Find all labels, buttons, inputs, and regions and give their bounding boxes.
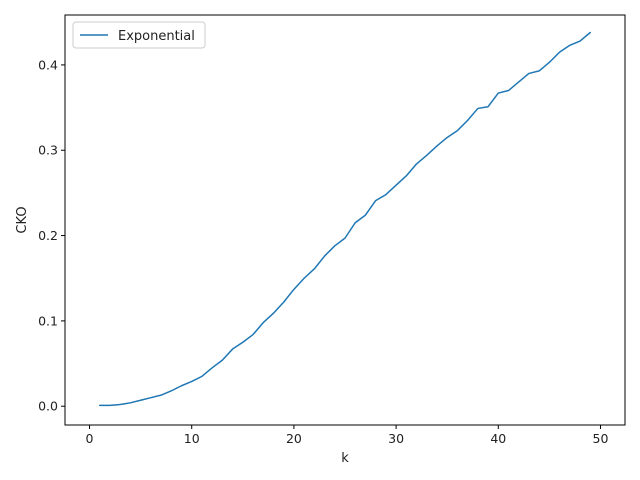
- data-point: [242, 341, 244, 343]
- data-point: [477, 108, 479, 110]
- data-point: [436, 145, 438, 147]
- plot-frame: [64, 14, 626, 426]
- data-point: [314, 268, 316, 270]
- data-point: [99, 405, 101, 407]
- data-point: [467, 120, 469, 122]
- y-tick-label: 0.2: [38, 228, 58, 243]
- data-point: [170, 390, 172, 392]
- data-point: [283, 301, 285, 303]
- data-point: [273, 312, 275, 314]
- y-tick-label: 0.1: [38, 313, 58, 328]
- data-point: [416, 163, 418, 165]
- series-line-exponential: [98, 31, 592, 407]
- data-point: [324, 255, 326, 257]
- data-point: [487, 106, 489, 108]
- tick-layer: 0 10 20 30 40 50 0.0 0.1 0.2 0.3 0.4: [38, 57, 608, 446]
- data-point: [119, 404, 121, 406]
- legend-box: [72, 21, 206, 49]
- data-point: [262, 322, 264, 324]
- data-point: [303, 277, 305, 279]
- data-point: [518, 81, 520, 83]
- y-tick-label: 0.4: [38, 57, 58, 72]
- data-point: [497, 92, 499, 94]
- data-point: [446, 137, 448, 139]
- data-point: [426, 155, 428, 157]
- data-point: [191, 381, 193, 383]
- data-point: [140, 399, 142, 401]
- x-axis-label: k: [341, 451, 349, 466]
- data-point: [160, 394, 162, 396]
- x-tick-label: 30: [388, 431, 404, 446]
- data-point: [130, 402, 132, 404]
- legend-label-exponential: Exponential: [118, 29, 195, 44]
- data-point: [211, 367, 213, 369]
- data-point: [538, 70, 540, 72]
- data-point: [293, 289, 295, 291]
- data-point: [395, 184, 397, 186]
- data-point: [354, 222, 356, 224]
- data-point: [150, 397, 152, 399]
- data-point: [201, 376, 203, 378]
- data-point: [385, 194, 387, 196]
- data-point: [109, 405, 111, 407]
- data-point: [232, 348, 234, 350]
- data-point: [344, 237, 346, 239]
- x-tick-label: 50: [593, 431, 609, 446]
- data-point: [579, 40, 581, 42]
- y-tick-label: 0.0: [38, 399, 58, 414]
- legend: Exponential: [72, 21, 206, 49]
- x-tick-label: 40: [490, 431, 506, 446]
- data-point: [559, 51, 561, 53]
- x-tick-label: 20: [286, 431, 302, 446]
- data-point: [549, 62, 551, 64]
- x-tick-label: 10: [184, 431, 200, 446]
- data-point: [457, 130, 459, 132]
- data-point: [569, 44, 571, 46]
- data-point: [222, 359, 224, 361]
- data-point: [334, 245, 336, 247]
- y-axis-label: CKO: [15, 206, 30, 233]
- x-tick-label: 0: [86, 431, 94, 446]
- data-point: [589, 32, 591, 34]
- plot-background: [65, 15, 625, 425]
- data-point: [406, 175, 408, 177]
- data-point: [508, 90, 510, 92]
- data-point: [181, 385, 183, 387]
- data-point: [528, 73, 530, 75]
- data-layer: [98, 31, 592, 407]
- data-point: [365, 214, 367, 216]
- y-tick-label: 0.3: [38, 143, 58, 158]
- data-point: [252, 334, 254, 336]
- data-point: [375, 200, 377, 202]
